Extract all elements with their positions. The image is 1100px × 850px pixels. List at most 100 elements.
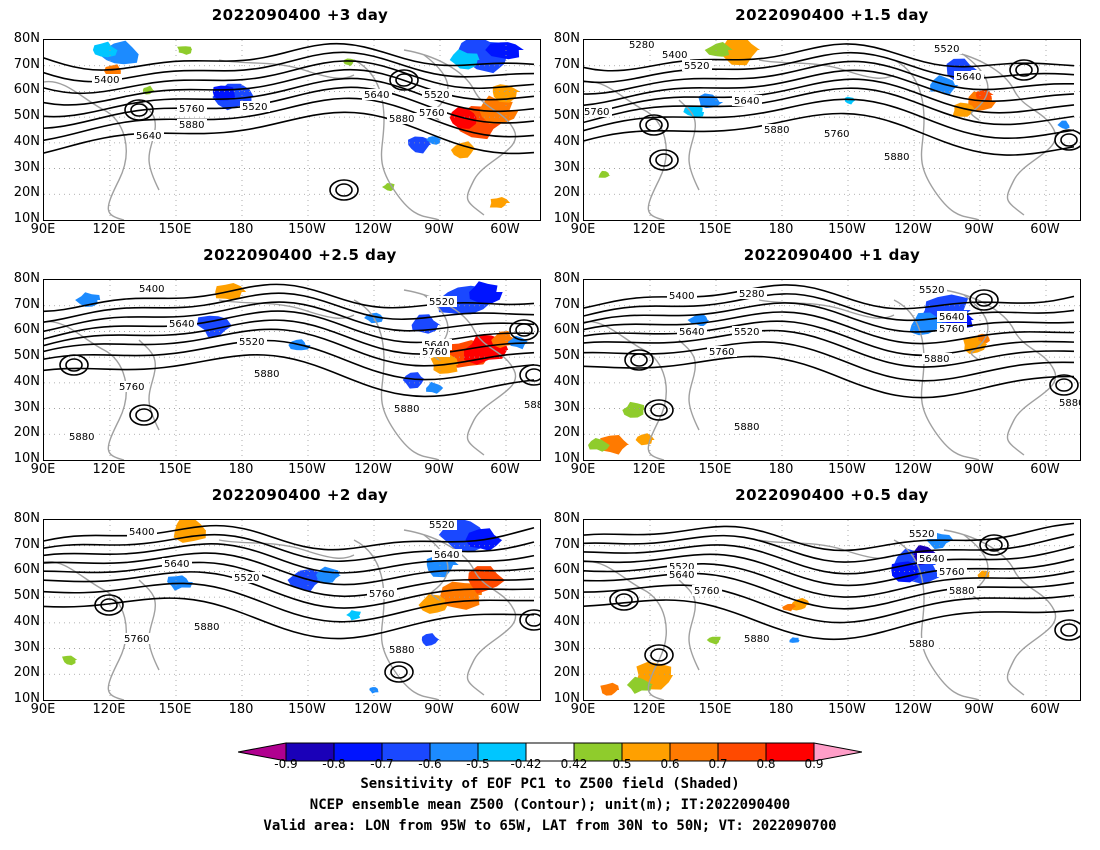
closed-contour [525, 368, 540, 382]
colorbar [238, 742, 862, 762]
shading-layer [62, 520, 506, 694]
contour-label: 5760 [369, 589, 394, 600]
contour-label: 5640 [939, 312, 964, 323]
closed-contour [329, 179, 359, 201]
contour-label: 5640 [424, 340, 449, 351]
contour-label-bg [922, 353, 952, 364]
lat-label: 30N [13, 159, 40, 175]
contour-label-bg [947, 585, 977, 596]
lat-label: 70N [553, 536, 580, 552]
lon-label: 60W [490, 702, 520, 717]
colorbar-tick-label: 0.5 [612, 757, 632, 771]
contour-label: 5640 [669, 570, 694, 581]
asia-coast [584, 80, 667, 220]
contour-label: 5280 [739, 289, 764, 300]
contour-label-bg [737, 288, 767, 299]
contour-label: 5520 [424, 90, 449, 101]
sensitivity-shade [92, 41, 118, 58]
asia-coast [44, 560, 127, 700]
contour-label: 5520 [242, 102, 267, 113]
contour-label: 5760 [119, 382, 144, 393]
lon-label: 120E [632, 702, 666, 717]
contour-label-bg [522, 399, 540, 410]
grid-layer [44, 280, 540, 460]
contour-label-bg [362, 89, 392, 100]
sensitivity-shade [418, 594, 448, 614]
contour-label: 5880 [524, 400, 540, 411]
lon-label: 90W [964, 702, 994, 717]
japan-coast [678, 99, 700, 191]
contour-label-bg [367, 588, 397, 599]
sensitivity-shade [62, 655, 78, 666]
lon-label: 90W [424, 702, 454, 717]
map-panel-5: 5400 5640 5520 5760 5880 5520 5640 5760 5880 [43, 519, 541, 701]
closed-contour [615, 593, 633, 607]
contour-label: 5880 [764, 125, 789, 136]
contour-label-bg [232, 572, 262, 583]
colorbar-tick-label: 0.8 [756, 757, 776, 771]
lon-label: 180 [228, 222, 254, 237]
lon-label: 180 [768, 702, 794, 717]
sensitivity-shade [421, 633, 440, 647]
contour-label-bg [134, 130, 164, 141]
closed-contour [644, 644, 674, 666]
contour-label-bg [387, 113, 417, 124]
contour-label: 5880 [254, 369, 279, 380]
lon-label: 150W [828, 222, 866, 237]
closed-contour [130, 103, 148, 117]
sensitivity-shade [952, 102, 975, 117]
sensitivity-shade [173, 520, 206, 543]
lon-label: 180 [228, 702, 254, 717]
contour-label: 5760 [584, 107, 609, 118]
contour-label-bg [127, 526, 157, 537]
lat-label: 50N [13, 108, 40, 124]
contour-label-bg [822, 128, 852, 139]
lon-label: 150E [698, 702, 732, 717]
contour-label: 5760 [824, 129, 849, 140]
panel-title-4: 2022090400 +1 day [743, 246, 921, 264]
contour-label: 5760 [709, 347, 734, 358]
contour-layer [584, 522, 1080, 666]
hudson-bay [423, 534, 449, 601]
lon-label: 120W [354, 462, 392, 477]
lon-label: 60W [1030, 702, 1060, 717]
colorbar-tick-label: -0.42 [510, 757, 542, 771]
contour-label-bg [937, 566, 967, 577]
lat-label: 40N [13, 133, 40, 149]
lat-label: 10N [553, 211, 580, 226]
nam-east-coast [943, 289, 1057, 456]
contour-label: 5520 [909, 529, 934, 540]
lon-label: 150W [288, 462, 326, 477]
lat-label: 40N [553, 613, 580, 629]
contour-label-bg [422, 339, 452, 350]
lat-label: 30N [553, 639, 580, 655]
lat-label: 60N [13, 322, 40, 338]
colorbar-tick-label: 0.7 [708, 757, 728, 771]
contour-label: 5400 [129, 527, 154, 538]
contour-label: 5880 [949, 586, 974, 597]
contour-label: 5400 [669, 291, 694, 302]
closed-contour [1015, 63, 1033, 77]
lat-label: 40N [553, 373, 580, 389]
contour-label: 5880 [179, 120, 204, 131]
closed-contour [609, 589, 639, 611]
lat-label: 20N [553, 665, 580, 681]
lat-label: 80N [553, 271, 580, 286]
contour-layer [584, 284, 1079, 421]
contour-labels: 5400 5640 5520 5760 5880 5520 5640 5760 5880 [122, 520, 462, 656]
bering-coast [218, 299, 355, 319]
contour-label: 5880 [734, 422, 759, 433]
contour-label-bg [932, 43, 962, 54]
contour-label: 5400 [139, 284, 164, 295]
lat-label: 80N [553, 31, 580, 46]
lat-label: 60N [13, 82, 40, 98]
contour-label-bg [417, 107, 447, 118]
contour-layer [584, 43, 1080, 171]
closed-contour [100, 598, 118, 612]
sensitivity-shade [789, 637, 800, 643]
lon-label: 150E [158, 702, 192, 717]
lat-label: 80N [13, 511, 40, 526]
contour-label-bg [907, 638, 937, 649]
lat-label: 30N [553, 159, 580, 175]
coastline-layer [584, 289, 1057, 460]
